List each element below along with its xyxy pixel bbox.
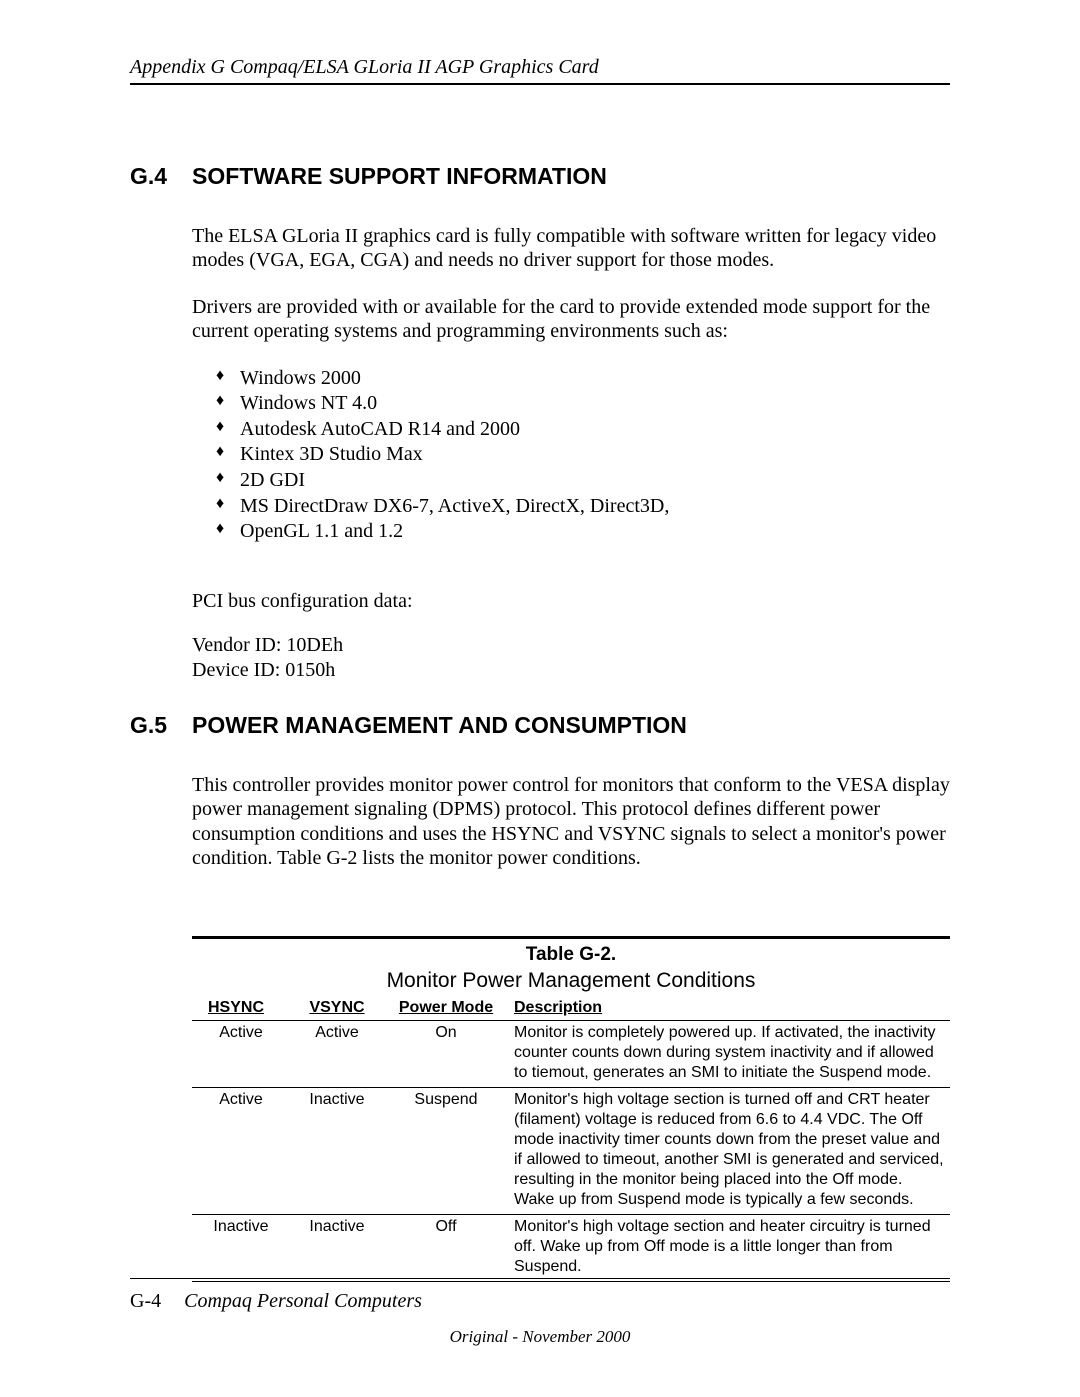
col-header: Description: [512, 996, 950, 1021]
table-header-row: HSYNC VSYNC Power Mode Description: [192, 996, 950, 1021]
col-header: Power Mode: [384, 996, 512, 1021]
table-row: Active Active On Monitor is completely p…: [192, 1021, 950, 1088]
section-title: SOFTWARE SUPPORT INFORMATION: [192, 163, 607, 190]
paragraph: This controller provides monitor power c…: [192, 773, 950, 871]
col-header: VSYNC: [294, 996, 384, 1021]
footer-left: G-4 Compaq Personal Computers: [130, 1290, 422, 1313]
data-table: HSYNC VSYNC Power Mode Description Activ…: [192, 996, 950, 1282]
list-item: Windows 2000: [216, 366, 950, 392]
table-row: Active Inactive Suspend Monitor's high v…: [192, 1088, 950, 1215]
table-number: Table G-2.: [192, 943, 950, 968]
list-item: 2D GDI: [216, 468, 950, 494]
cell: Off: [384, 1215, 512, 1282]
cell: On: [384, 1021, 512, 1088]
section-g5: G.5 POWER MANAGEMENT AND CONSUMPTION Thi…: [130, 712, 950, 871]
list-item: Kintex 3D Studio Max: [216, 442, 950, 468]
cell: Active: [192, 1021, 294, 1088]
cell: Monitor is completely powered up. If act…: [512, 1021, 950, 1088]
cell: Inactive: [294, 1215, 384, 1282]
cell: Active: [192, 1088, 294, 1215]
table-g2: Table G-2. Monitor Power Management Cond…: [192, 936, 950, 1282]
page-number: G-4: [130, 1290, 161, 1312]
paragraph: Drivers are provided with or available f…: [192, 295, 950, 344]
cell: Monitor's high voltage section is turned…: [512, 1088, 950, 1215]
section-heading: G.5 POWER MANAGEMENT AND CONSUMPTION: [130, 712, 950, 739]
section-number: G.4: [130, 163, 192, 190]
footer-rule: [130, 1278, 950, 1279]
cell: Active: [294, 1021, 384, 1088]
list-item: OpenGL 1.1 and 1.2: [216, 519, 950, 545]
cell: Suspend: [384, 1088, 512, 1215]
section-body: This controller provides monitor power c…: [192, 773, 950, 871]
section-title: POWER MANAGEMENT AND CONSUMPTION: [192, 712, 687, 739]
section-heading: G.4 SOFTWARE SUPPORT INFORMATION: [130, 163, 950, 190]
running-header: Appendix G Compaq/ELSA GLoria II AGP Gra…: [130, 56, 950, 85]
section-body: The ELSA GLoria II graphics card is full…: [192, 224, 950, 682]
section-g4: G.4 SOFTWARE SUPPORT INFORMATION The ELS…: [130, 163, 950, 682]
bullet-list: Windows 2000 Windows NT 4.0 Autodesk Aut…: [216, 366, 950, 545]
table-subtitle: Monitor Power Management Conditions: [192, 968, 950, 994]
col-header: HSYNC: [192, 996, 294, 1021]
cell: Inactive: [294, 1088, 384, 1215]
list-item: Autodesk AutoCAD R14 and 2000: [216, 417, 950, 443]
page: Appendix G Compaq/ELSA GLoria II AGP Gra…: [0, 0, 1080, 1397]
footer-revision: Original - November 2000: [0, 1327, 1080, 1347]
book-name: Compaq Personal Computers: [184, 1290, 422, 1312]
cell: Monitor's high voltage section and heate…: [512, 1215, 950, 1282]
table-row: Inactive Inactive Off Monitor's high vol…: [192, 1215, 950, 1282]
table-title-block: Table G-2. Monitor Power Management Cond…: [192, 939, 950, 996]
list-item: MS DirectDraw DX6-7, ActiveX, DirectX, D…: [216, 494, 950, 520]
paragraph: PCI bus configuration data:: [192, 589, 950, 613]
cell: Inactive: [192, 1215, 294, 1282]
paragraph: Vendor ID: 10DEh Device ID: 0150h: [192, 633, 950, 682]
section-number: G.5: [130, 712, 192, 739]
paragraph: The ELSA GLoria II graphics card is full…: [192, 224, 950, 273]
list-item: Windows NT 4.0: [216, 391, 950, 417]
